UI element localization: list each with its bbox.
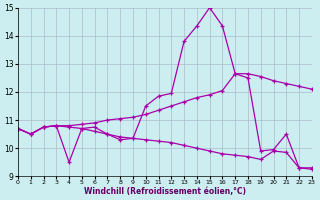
X-axis label: Windchill (Refroidissement éolien,°C): Windchill (Refroidissement éolien,°C) [84,187,246,196]
